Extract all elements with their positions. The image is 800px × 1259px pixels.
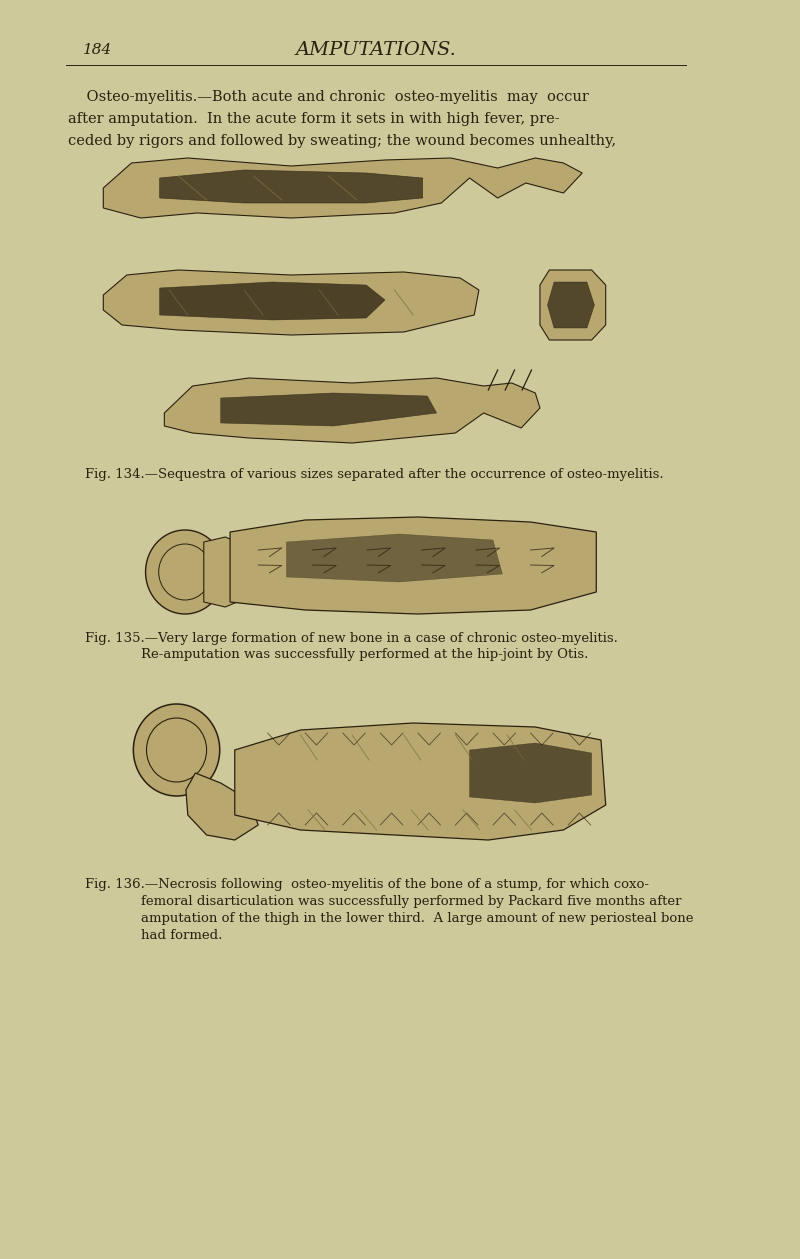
Text: Re-amputation was successfully performed at the hip-joint by Otis.: Re-amputation was successfully performed… xyxy=(141,648,588,661)
Polygon shape xyxy=(230,517,596,614)
Text: Fig. 134.—Sequestra of various sizes separated after the occurrence of osteo-mye: Fig. 134.—Sequestra of various sizes sep… xyxy=(85,468,663,481)
Polygon shape xyxy=(160,282,385,320)
Polygon shape xyxy=(204,538,249,607)
Polygon shape xyxy=(221,393,437,426)
Circle shape xyxy=(134,704,220,796)
Polygon shape xyxy=(286,534,502,582)
Text: AMPUTATIONS.: AMPUTATIONS. xyxy=(295,42,456,59)
Polygon shape xyxy=(164,378,540,443)
Polygon shape xyxy=(540,269,606,340)
Text: 184: 184 xyxy=(82,43,112,57)
Circle shape xyxy=(146,530,225,614)
Polygon shape xyxy=(470,743,592,803)
Polygon shape xyxy=(234,723,606,840)
Polygon shape xyxy=(103,157,582,218)
Polygon shape xyxy=(547,282,594,329)
Text: Fig. 135.—Very large formation of new bone in a case of chronic osteo-myelitis.: Fig. 135.—Very large formation of new bo… xyxy=(85,632,618,645)
Polygon shape xyxy=(186,773,258,840)
Text: femoral disarticulation was successfully performed by Packard five months after: femoral disarticulation was successfully… xyxy=(141,895,682,908)
Text: amputation of the thigh in the lower third.  A large amount of new periosteal bo: amputation of the thigh in the lower thi… xyxy=(141,912,694,925)
Text: ceded by rigors and followed by sweating; the wound becomes unhealthy,: ceded by rigors and followed by sweating… xyxy=(68,133,616,149)
Text: Osteo-myelitis.—Both acute and chronic  osteo-myelitis  may  occur: Osteo-myelitis.—Both acute and chronic o… xyxy=(68,89,589,104)
Text: after amputation.  In the acute form it sets in with high fever, pre-: after amputation. In the acute form it s… xyxy=(68,112,559,126)
Polygon shape xyxy=(160,170,422,203)
Text: had formed.: had formed. xyxy=(141,929,222,942)
Text: Fig. 136.—Necrosis following  osteo-myelitis of the bone of a stump, for which c: Fig. 136.—Necrosis following osteo-myeli… xyxy=(85,878,649,891)
Polygon shape xyxy=(103,269,479,335)
